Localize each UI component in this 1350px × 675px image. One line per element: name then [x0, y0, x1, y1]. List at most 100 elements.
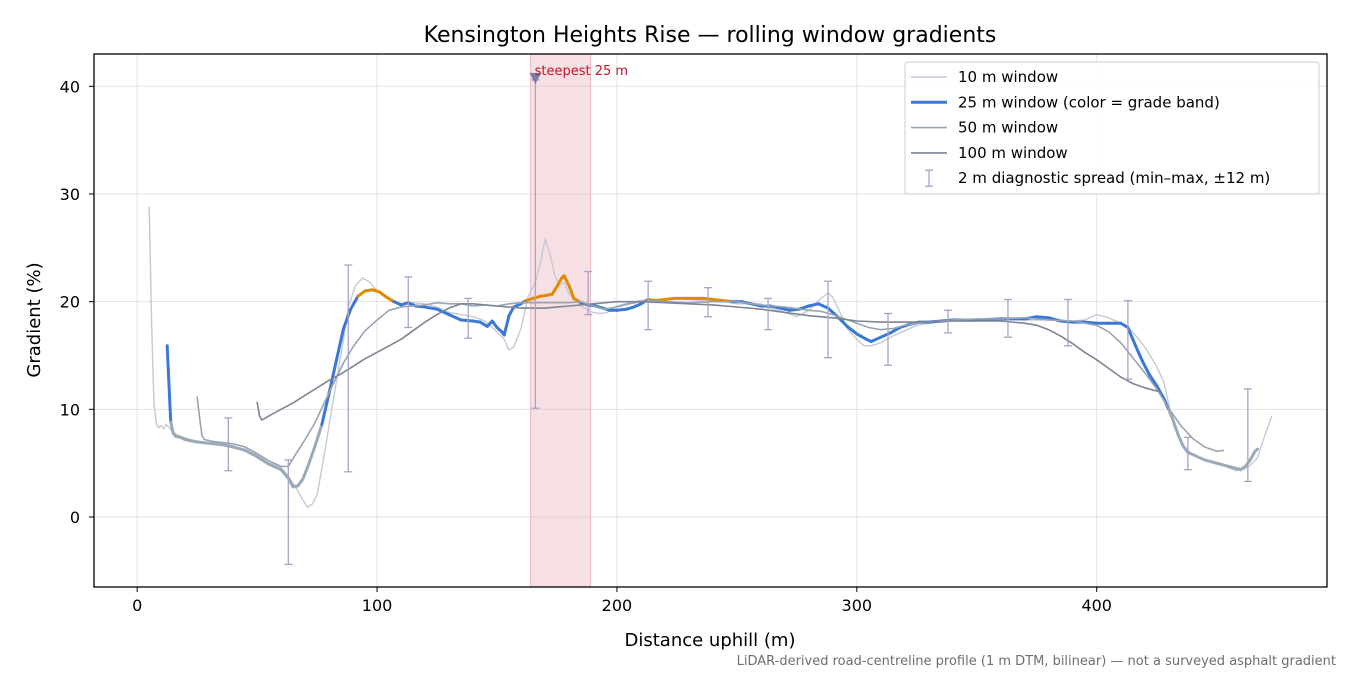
series-segment — [1147, 373, 1159, 388]
series-segment — [807, 302, 820, 308]
error-bar — [824, 280, 833, 359]
series-4 — [256, 300, 1162, 421]
series-line — [196, 299, 1225, 468]
x-tick-label: 300 — [842, 596, 873, 615]
error-bar — [764, 297, 773, 331]
series-segment — [562, 274, 571, 288]
series-segment — [1140, 359, 1151, 377]
series-segment — [502, 314, 511, 337]
error-bar — [584, 270, 593, 316]
series-segment — [1167, 407, 1175, 423]
series-segment — [166, 370, 173, 424]
y-tick-label: 0 — [70, 508, 80, 527]
error-bar — [284, 459, 293, 566]
x-axis-label: Distance uphill (m) — [625, 630, 796, 651]
series-segment — [313, 422, 324, 449]
series-segment — [1176, 433, 1185, 448]
series-segment — [165, 344, 170, 374]
error-bar — [884, 312, 893, 366]
series-segment — [567, 284, 576, 300]
series-segment — [349, 294, 360, 311]
series-segment — [615, 307, 629, 312]
series-lines — [148, 206, 1273, 508]
legend-box — [904, 61, 1320, 195]
series-segment — [879, 331, 892, 339]
y-tick-label: 40 — [60, 77, 80, 96]
series-segment — [778, 306, 792, 312]
series-segment — [507, 305, 516, 318]
series-line — [256, 300, 1162, 421]
x-axis-ticks: 0 100 200 300 400 — [132, 587, 1112, 615]
y-axis-label: Gradient (%) — [24, 262, 45, 377]
series-segment — [212, 442, 226, 447]
series-segment — [231, 445, 247, 452]
legend-entry: 50 m window — [911, 119, 1058, 137]
y-tick-label: 10 — [60, 400, 80, 419]
error-bar — [404, 276, 413, 329]
legend-label: 25 m window (color = grade band) — [958, 93, 1220, 111]
plot-frame — [93, 53, 1328, 588]
series-segment — [845, 324, 859, 336]
series-segment — [855, 332, 868, 341]
x-tick-label: 400 — [1081, 596, 1112, 615]
legend-label: 100 m window — [958, 144, 1068, 162]
x-tick-label: 200 — [602, 596, 633, 615]
series-segment — [327, 359, 338, 395]
series-segment — [341, 307, 353, 331]
x-tick-label: 100 — [362, 596, 393, 615]
series-segment — [1035, 315, 1051, 320]
series-segment — [279, 468, 290, 480]
series-segment — [1203, 458, 1219, 465]
error-bar — [464, 297, 473, 339]
error-bar — [1243, 388, 1252, 483]
series-segment — [1253, 447, 1259, 453]
legend-entry: 10 m window — [911, 68, 1058, 86]
steepest-window-highlight — [530, 53, 592, 588]
error-bar — [344, 264, 353, 473]
series-segment — [1133, 343, 1144, 363]
series-segment — [1191, 453, 1207, 462]
y-tick-label: 30 — [60, 185, 80, 204]
series-segment — [447, 313, 463, 322]
annotations: steepest 25 m — [529, 64, 628, 84]
series-segment — [816, 302, 830, 310]
series-segment — [1083, 320, 1099, 325]
x-tick-label: 0 — [132, 596, 142, 615]
series-segment — [301, 465, 309, 481]
error-bar — [1123, 299, 1132, 380]
series-segment — [1215, 461, 1231, 468]
series-segment — [1227, 464, 1243, 472]
legend-entry: 100 m window — [911, 144, 1068, 162]
legend: 10 m window 25 m window (color = grade ba… — [904, 61, 1320, 195]
error-bar — [1183, 436, 1192, 471]
series-segment — [169, 420, 175, 435]
series-segment — [711, 298, 724, 303]
steepest-band — [530, 53, 592, 588]
y-tick-label: 20 — [60, 293, 80, 312]
series-segment — [202, 441, 216, 446]
series-segment — [869, 335, 883, 343]
legend-entry: 25 m window (color = grade band) — [911, 93, 1220, 111]
error-bar — [704, 287, 713, 318]
legend-swatch — [925, 169, 933, 187]
series-segment — [255, 455, 271, 466]
series-segment — [320, 391, 331, 426]
series-segment — [193, 440, 206, 445]
series-segment — [1126, 325, 1137, 347]
footnote: LiDAR-derived road-centreline profile (1… — [737, 654, 1336, 669]
series-segment — [1171, 419, 1180, 437]
series-segment — [555, 276, 564, 289]
legend-label: 10 m window — [958, 68, 1058, 86]
series-segment — [334, 327, 345, 363]
legend-label: 50 m window — [958, 119, 1058, 137]
error-bar — [943, 309, 952, 334]
series-3 — [196, 299, 1225, 468]
y-axis-ticks: 0 10 20 30 40 — [60, 77, 94, 527]
error-bar — [1003, 298, 1012, 338]
error-bars — [224, 79, 1252, 566]
steepest-label: steepest 25 m — [535, 64, 628, 79]
series-segment — [459, 318, 475, 323]
series-2 — [165, 274, 1259, 489]
series-segment — [286, 476, 295, 489]
